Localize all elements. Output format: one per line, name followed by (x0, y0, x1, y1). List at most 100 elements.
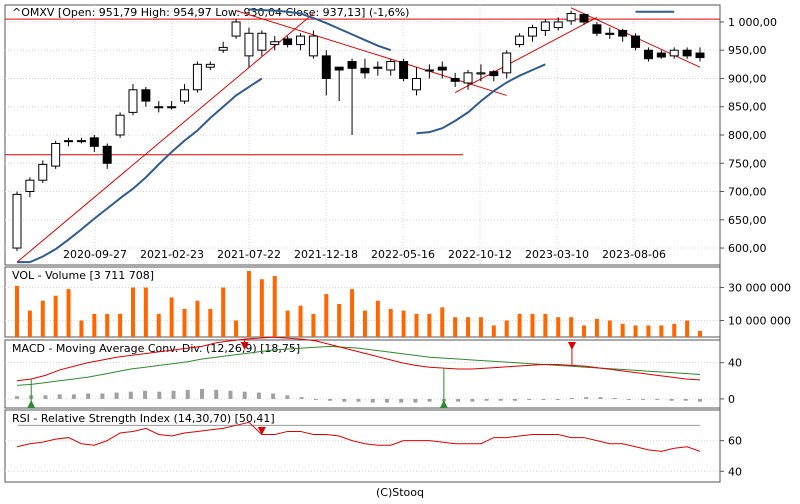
volume-bar (543, 313, 548, 337)
macd-histogram-bar (498, 398, 503, 401)
macd-histogram-bar (569, 398, 574, 400)
date-tick-label: 2021-07-22 (217, 248, 281, 261)
volume-bar (530, 313, 535, 337)
macd-histogram-bar (313, 398, 318, 400)
price-tick-label: 650,00 (728, 214, 767, 227)
candle-body (89, 137, 99, 147)
candle-body (192, 63, 202, 91)
main-chart-header: ^OMXV [Open: 951,79 High: 954,97 Low: 93… (12, 6, 409, 19)
candle-body (180, 89, 190, 102)
macd-histogram-bar (612, 398, 617, 400)
volume-bar (427, 313, 432, 337)
candle-body (141, 89, 151, 102)
macd-panel-frame (4, 339, 721, 409)
macd-histogram-bar (527, 398, 532, 400)
candle-body (553, 21, 563, 29)
macd-histogram-bar (698, 398, 702, 402)
volume-bar (633, 325, 638, 337)
price-tick-label: 700,00 (728, 186, 767, 199)
macd-histogram-bar (584, 397, 589, 399)
candle-body (321, 55, 331, 79)
volume-header: VOL - Volume [3 711 708] (12, 269, 154, 282)
macd-histogram-bar (157, 391, 162, 399)
volume-bar (698, 330, 702, 337)
candle-body (399, 61, 409, 79)
macd-header: MACD - Moving Average Conv. Div. (12,26,… (12, 342, 300, 355)
candle-body (579, 14, 589, 23)
volume-bar (40, 300, 45, 337)
macd-histogram-bar (299, 397, 304, 399)
volume-bar (66, 289, 71, 337)
volume-bar (285, 310, 290, 337)
macd-buy-arrow-icon (439, 400, 448, 408)
macd-histogram-bar (555, 398, 560, 400)
volume-bar (375, 300, 380, 337)
volume-bar (362, 310, 367, 337)
date-tick-label: 2022-05-16 (371, 248, 435, 261)
volume-bar (156, 313, 161, 337)
volume-bar (646, 325, 651, 337)
date-tick-label: 2023-03-10 (525, 248, 589, 261)
candle-body (347, 61, 357, 69)
price-tick-label: 850,00 (728, 101, 767, 114)
candle-body (373, 66, 383, 69)
candle-body (218, 46, 228, 51)
volume-bar (79, 320, 84, 337)
price-tick-label: 900,00 (728, 72, 767, 85)
candle-body (669, 49, 679, 57)
macd-histogram-bar (271, 393, 276, 399)
candle-body (102, 145, 112, 164)
macd-tick-label: 0 (728, 393, 735, 406)
macd-histogram-bar (370, 398, 375, 403)
volume-bar (53, 295, 58, 337)
candle-body (682, 49, 692, 57)
candle-body (25, 179, 35, 193)
volume-bar (182, 308, 187, 337)
volume-bar (582, 325, 587, 337)
volume-bar (272, 275, 277, 337)
candle-body (231, 21, 241, 37)
candle-body (283, 38, 293, 46)
vol-panel-frame (4, 266, 721, 338)
date-tick-label: 2021-12-18 (294, 248, 358, 261)
rsi-tick-label: 60 (728, 435, 742, 448)
macd-histogram-bar (256, 392, 261, 399)
macd-histogram-bar (242, 391, 247, 399)
volume-bar (298, 305, 303, 337)
candle-body (631, 35, 641, 48)
candle-body (244, 32, 254, 57)
macd-histogram-bar (71, 394, 76, 399)
macd-histogram-bar (641, 398, 646, 400)
candle-body (257, 32, 267, 51)
rsi-line (16, 421, 701, 452)
candle-body (502, 52, 512, 74)
candle-body (515, 35, 525, 46)
macd-histogram-bar (100, 393, 105, 399)
candle-body (154, 106, 164, 109)
candle-body (566, 12, 576, 22)
macd-histogram-bar (57, 394, 62, 399)
volume-tick-label: 10 000 000 (728, 315, 791, 328)
macd-histogram-bar (328, 398, 333, 401)
candle-body (411, 77, 421, 91)
candle-body (540, 21, 550, 31)
date-tick-label: 2020-09-27 (63, 248, 127, 261)
volume-bar (259, 279, 264, 337)
macd-histogram-bar (484, 398, 489, 401)
macd-histogram-bar (15, 396, 19, 399)
candle-body (270, 41, 280, 46)
macd-histogram-bar (413, 398, 418, 403)
volume-bar (569, 317, 574, 337)
volume-bar (620, 323, 625, 337)
volume-bar (195, 300, 200, 337)
macd-histogram-bar (214, 389, 219, 399)
volume-bar (105, 313, 110, 337)
volume-bar (388, 308, 393, 337)
moving-average-line (416, 63, 546, 135)
macd-histogram-bar (541, 398, 546, 400)
candle-body (115, 114, 125, 136)
candle-body (128, 89, 138, 113)
macd-histogram-bar (470, 398, 475, 402)
volume-bar (517, 313, 522, 337)
candle-body (489, 71, 499, 77)
